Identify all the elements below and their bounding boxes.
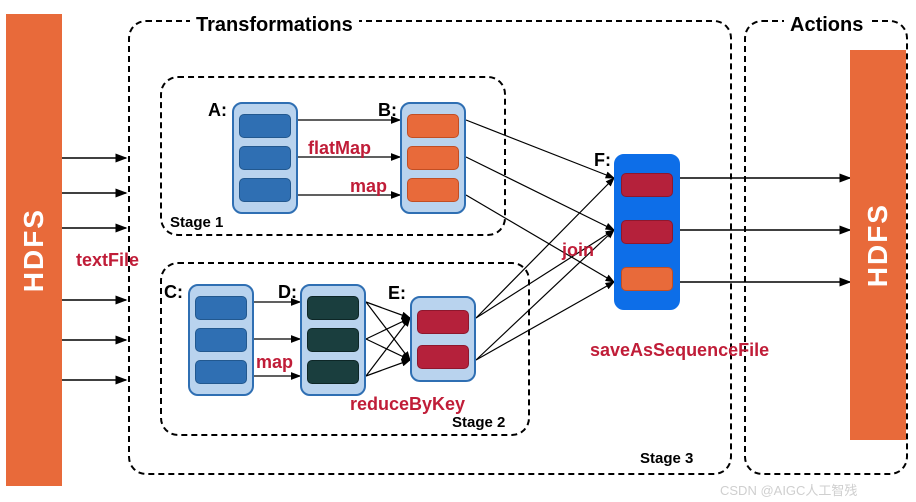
op-reducebykey: reduceByKey (350, 394, 465, 415)
partition (307, 296, 359, 320)
rdd-B (400, 102, 466, 214)
rdd-E (410, 296, 476, 382)
rdd-C-label: C: (164, 282, 183, 303)
stage2-label: Stage 2 (452, 414, 505, 431)
partition (417, 345, 469, 369)
rdd-C (188, 284, 254, 396)
transformations-title: Transformations (190, 14, 359, 37)
rdd-A-label: A: (208, 100, 227, 121)
partition (195, 328, 247, 352)
op-saveassequencefile: saveAsSequenceFile (590, 340, 769, 361)
watermark: CSDN @AIGC人工智残 (720, 480, 857, 499)
partition (239, 146, 291, 170)
partition (407, 178, 459, 202)
partition (195, 360, 247, 384)
partition (407, 114, 459, 138)
rdd-A (232, 102, 298, 214)
partition (621, 173, 673, 197)
hdfs-sink: HDFS (850, 50, 906, 440)
hdfs-right-label: HDFS (862, 203, 894, 287)
partition (621, 220, 673, 244)
rdd-E-label: E: (388, 283, 406, 304)
partition (307, 328, 359, 352)
partition (307, 360, 359, 384)
op-join: join (562, 240, 594, 261)
partition (195, 296, 247, 320)
rdd-F (614, 154, 680, 310)
op-map-cd: map (256, 352, 293, 373)
rdd-D-label: D: (278, 282, 297, 303)
rdd-F-label: F: (594, 150, 611, 171)
op-map-ab: map (350, 176, 387, 197)
hdfs-left-label: HDFS (18, 208, 50, 292)
rdd-B-label: B: (378, 100, 397, 121)
op-flatmap: flatMap (308, 138, 371, 159)
partition (239, 178, 291, 202)
actions-title: Actions (784, 14, 869, 37)
partition (239, 114, 291, 138)
hdfs-source: HDFS (6, 14, 62, 486)
partition (417, 310, 469, 334)
partition (407, 146, 459, 170)
stage1-label: Stage 1 (170, 214, 223, 231)
rdd-D (300, 284, 366, 396)
partition (621, 267, 673, 291)
stage3-label: Stage 3 (640, 450, 693, 467)
op-textfile: textFile (76, 250, 139, 271)
